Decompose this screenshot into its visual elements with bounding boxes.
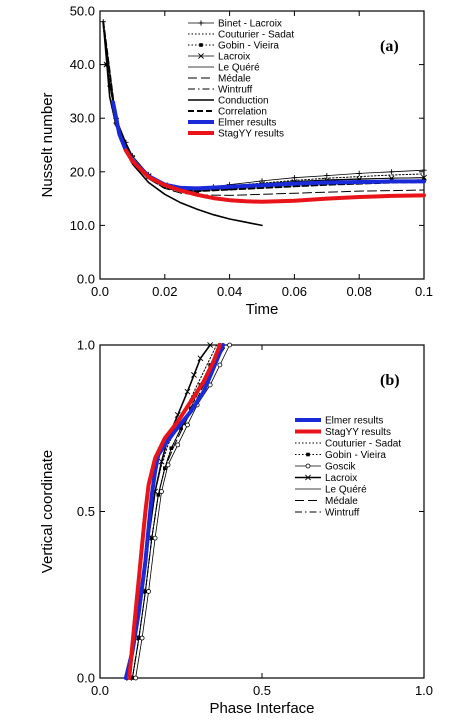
series-point	[324, 172, 330, 179]
series-point	[356, 170, 362, 177]
series-1	[127, 343, 222, 680]
legend-entry: Le Quéré	[325, 485, 367, 496]
legend-entry: StagYY results	[218, 129, 284, 140]
chart-panel-1: 0.0 0.02 0.04 0.06 0.08 0.1 0.0 10.0 20.0 30.0 40.…	[39, 4, 433, 319]
series-point	[207, 342, 214, 348]
legend-entry: Goscik	[325, 462, 357, 473]
legend-entry: Correlation	[218, 107, 267, 118]
legend-entry: Couturier - Sadat	[325, 439, 401, 450]
x-tick-label: 0.0	[91, 683, 109, 698]
series-point	[389, 169, 395, 175]
legend-marker	[306, 452, 310, 457]
x-tick-label: 0.04	[217, 284, 242, 299]
y-tick-label: 20.0	[70, 164, 95, 179]
series-line	[127, 343, 222, 680]
series-point	[152, 535, 158, 541]
y-axis-label: Vertical coordinate	[39, 450, 56, 573]
legend-marker	[198, 20, 204, 26]
legend-entry: Couturier - Sadat	[218, 30, 294, 41]
series-point	[158, 458, 165, 465]
y-axis-label: Nusselt number	[39, 92, 56, 197]
series-point	[191, 372, 197, 378]
series-10	[123, 148, 426, 204]
legend-entry: Médale	[325, 496, 358, 507]
y-tick-label: 40.0	[70, 57, 95, 72]
y-tick-label: 0.5	[77, 504, 95, 519]
series-line	[135, 344, 230, 679]
series-point	[227, 342, 233, 348]
x-tick-label: 0.5	[253, 683, 271, 698]
x-tick-label: 0.06	[282, 284, 307, 299]
y-tick-label: 0.0	[77, 671, 95, 686]
legend-entry: Binet - Lacroix	[218, 19, 282, 30]
legend-marker	[305, 463, 311, 469]
legend-marker	[198, 53, 204, 59]
y-tick-label: 1.0	[77, 338, 95, 353]
series-point	[185, 422, 190, 428]
x-tick-label: 0.0	[91, 284, 109, 299]
panel-label: (a)	[380, 38, 399, 55]
series-point	[159, 489, 164, 494]
series-point	[139, 635, 145, 641]
plot-frame	[99, 10, 425, 280]
legend-entry: Elmer results	[325, 416, 383, 427]
series-point	[133, 675, 139, 681]
legend-entry: Conduction	[218, 96, 269, 107]
legend-entry: Lacroix	[325, 473, 357, 484]
x-axis-label: Time	[246, 301, 279, 318]
legend-entry: Wintruff	[218, 85, 252, 96]
x-tick-label: 0.08	[347, 284, 372, 299]
legend-entry: Médale	[218, 74, 251, 85]
series-point	[259, 178, 265, 184]
series-0	[123, 343, 226, 680]
y-tick-label: 10.0	[70, 218, 95, 233]
series-point	[146, 589, 152, 594]
legend-marker	[305, 474, 311, 481]
y-tick-label: 30.0	[70, 111, 95, 126]
x-tick-label: 1.0	[415, 683, 433, 698]
legend-entry: Lacroix	[218, 52, 250, 63]
series-point	[217, 362, 223, 368]
legend-entry: Le Quéré	[218, 63, 260, 74]
series-line	[111, 100, 426, 191]
series-9	[111, 100, 426, 191]
series-line	[128, 344, 211, 679]
series-point	[197, 355, 204, 362]
x-tick-label: 0.02	[152, 284, 177, 299]
legend-entry: Gobin - Vieira	[325, 450, 386, 461]
legend-entry: StagYY results	[325, 427, 391, 438]
x-tick-label: 0.1	[415, 284, 433, 299]
legend-entry: Elmer results	[218, 118, 276, 129]
series-point	[291, 175, 297, 181]
legend-marker	[199, 43, 203, 47]
series-4	[133, 342, 233, 681]
x-axis-label: Phase Interface	[209, 700, 314, 717]
series-line	[123, 148, 426, 204]
series-point	[421, 167, 427, 173]
panel-label: (b)	[380, 372, 400, 389]
y-tick-label: 50.0	[70, 4, 95, 19]
chart-panel-2: 0.0 0.5 1.0 0.0 0.5 1.0 Phase Interface Vertica…	[39, 338, 433, 718]
legend-entry: Gobin - Vieira	[218, 41, 279, 52]
series-line	[123, 343, 226, 680]
y-tick-label: 0.0	[77, 272, 95, 287]
legend-entry: Wintruff	[325, 508, 359, 519]
series-point	[184, 388, 191, 395]
series-point	[175, 442, 181, 448]
